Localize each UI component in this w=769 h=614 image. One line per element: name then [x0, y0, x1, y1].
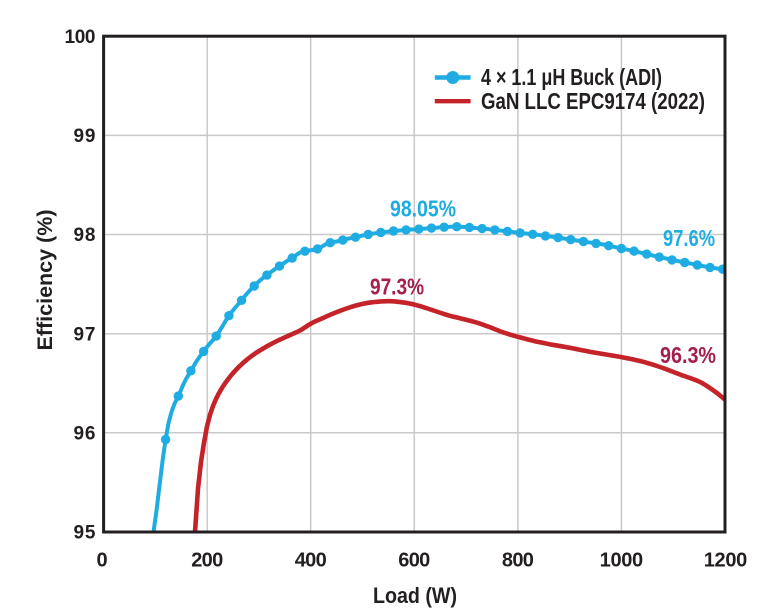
- svg-text:97.3%: 97.3%: [370, 273, 424, 299]
- svg-text:0: 0: [96, 550, 107, 572]
- svg-text:200: 200: [191, 550, 223, 572]
- svg-text:99: 99: [74, 126, 96, 147]
- svg-text:800: 800: [502, 550, 534, 572]
- svg-text:97.6%: 97.6%: [663, 225, 715, 251]
- svg-text:96: 96: [74, 423, 96, 444]
- svg-text:Efficiency (%): Efficiency (%): [34, 210, 57, 351]
- svg-text:1200: 1200: [704, 550, 748, 572]
- svg-text:96.3%: 96.3%: [660, 342, 716, 368]
- svg-text:4 × 1.1 μH Buck (ADI): 4 × 1.1 μH Buck (ADI): [481, 64, 662, 90]
- svg-text:95: 95: [74, 523, 96, 544]
- svg-text:98.05%: 98.05%: [390, 195, 456, 221]
- svg-text:97: 97: [74, 324, 96, 345]
- svg-text:1000: 1000: [600, 550, 644, 572]
- svg-text:GaN LLC EPC9174 (2022): GaN LLC EPC9174 (2022): [481, 88, 705, 114]
- svg-text:100: 100: [65, 27, 96, 48]
- svg-text:400: 400: [295, 550, 327, 572]
- svg-text:600: 600: [398, 550, 430, 572]
- svg-text:Load (W): Load (W): [373, 583, 457, 608]
- svg-text:98: 98: [74, 225, 96, 246]
